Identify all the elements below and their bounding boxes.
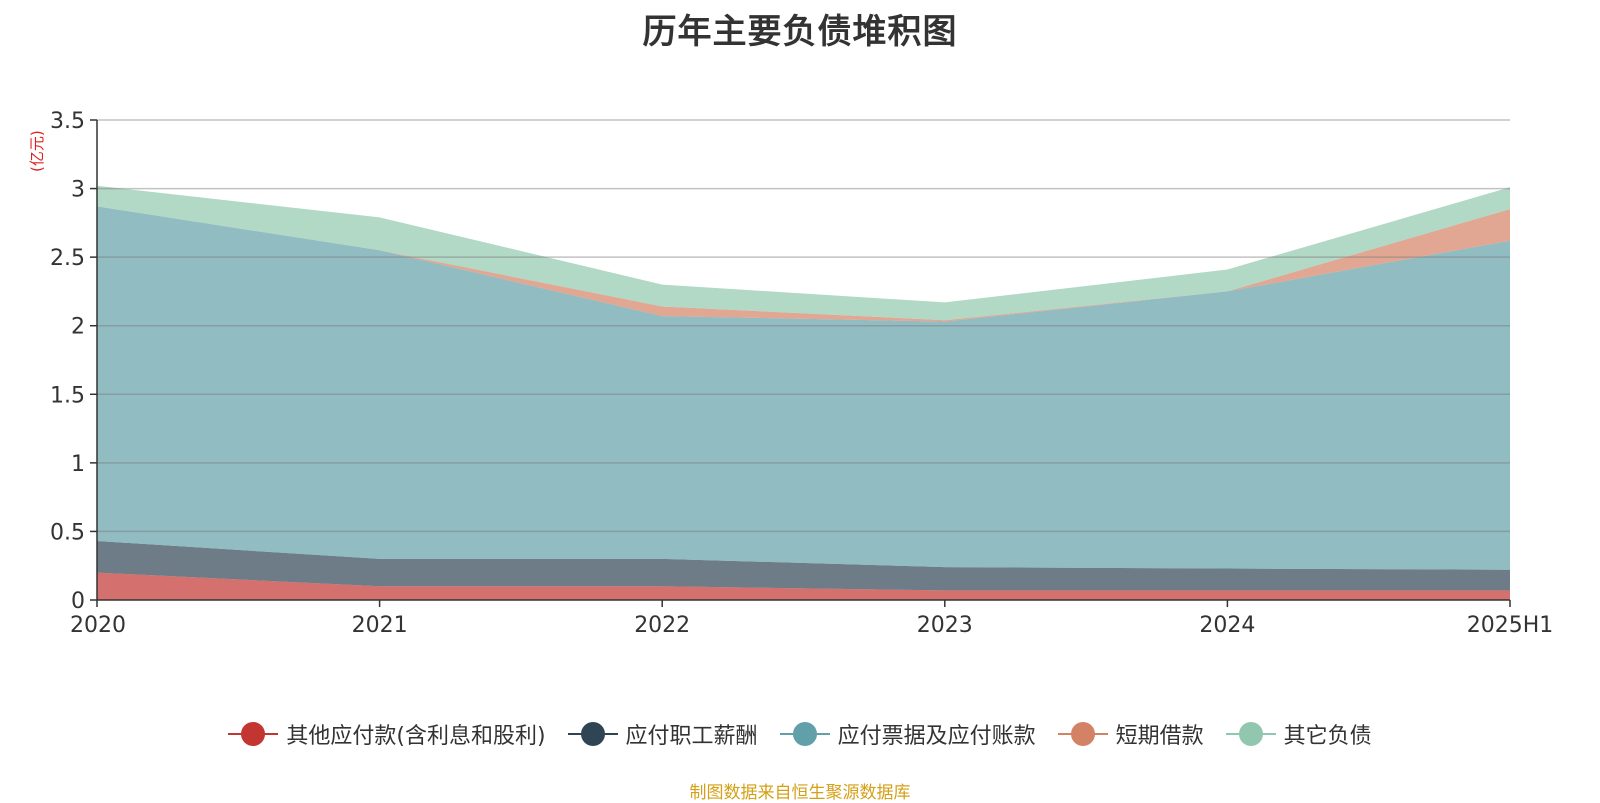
y-tick-label: 3	[71, 178, 85, 203]
y-tick-label: 2.5	[50, 246, 85, 271]
legend-marker	[779, 722, 830, 746]
legend-marker	[1225, 722, 1276, 746]
legend-marker	[567, 722, 618, 746]
legend-item-2[interactable]: 应付票据及应付账款	[779, 718, 1036, 750]
y-tick-label: 2	[71, 315, 85, 340]
legend-label: 其它负债	[1283, 724, 1372, 749]
legend-label: 应付职工薪酬	[625, 724, 758, 749]
x-tick-label: 2024	[1199, 613, 1255, 638]
area-series-1	[97, 541, 1510, 591]
x-tick-label: 2025H1	[1467, 613, 1554, 638]
chart-title: 历年主要负债堆积图	[642, 12, 958, 52]
y-tick-label: 0.5	[50, 520, 85, 545]
y-tick-label: 1.5	[50, 383, 85, 408]
legend-item-0[interactable]: 其他应付款(含利息和股利)	[228, 718, 546, 750]
legend-label: 短期借款	[1115, 724, 1204, 749]
area-series-4	[97, 185, 1510, 321]
legend-label: 应付票据及应付账款	[837, 724, 1036, 749]
x-tick-label: 2020	[70, 613, 126, 638]
area-series-2	[97, 206, 1510, 570]
legend: 其他应付款(含利息和股利) 应付职工薪酬 应付票据及应付账款 短期借款 其它负债	[0, 718, 1600, 750]
y-tick-label: 3.5	[50, 109, 85, 134]
y-tick-label: 0	[71, 589, 85, 614]
legend-label: 其他应付款(含利息和股利)	[286, 724, 546, 749]
x-tick-label: 2021	[352, 613, 408, 638]
legend-marker	[228, 722, 279, 746]
legend-marker	[1057, 722, 1108, 746]
area-series-0	[97, 572, 1510, 600]
source-note: 制图数据来自恒生聚源数据库	[689, 783, 911, 803]
legend-item-4[interactable]: 其它负债	[1225, 718, 1372, 750]
y-tick-label: 1	[71, 452, 85, 477]
legend-item-3[interactable]: 短期借款	[1057, 718, 1204, 750]
x-tick-label: 2022	[634, 613, 690, 638]
legend-item-1[interactable]: 应付职工薪酬	[567, 718, 758, 750]
x-tick-label: 2023	[917, 613, 973, 638]
